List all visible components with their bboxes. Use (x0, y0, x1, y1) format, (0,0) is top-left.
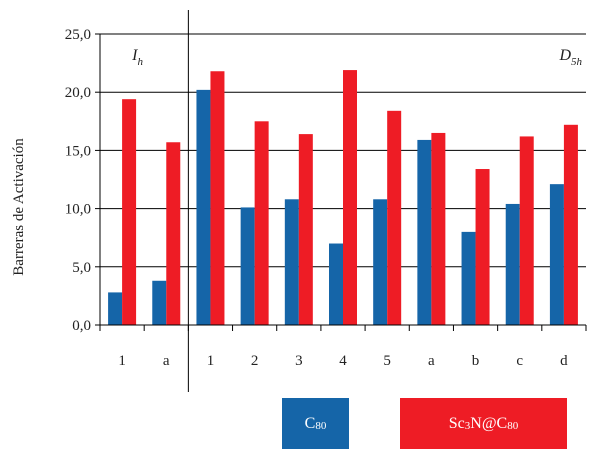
group-labels: Ih D5h (131, 47, 582, 68)
legend-label-part: Sc (448, 414, 465, 432)
legend-label-part: 3 (464, 419, 471, 432)
bar-c80-9 (505, 203, 520, 325)
bar-sc3n-c80-10 (563, 124, 578, 326)
group-label: Ih (131, 47, 143, 68)
y-tick-label: 20,0 (65, 85, 91, 101)
bar-c80-0 (108, 292, 123, 325)
y-tick-label: 0,0 (72, 318, 91, 334)
legend-entry-sc3n-c80: Sc 3 N@C 80 (400, 398, 567, 449)
y-tick-label: 25,0 (65, 27, 91, 43)
group-label-base: D (558, 47, 571, 64)
x-tick-label: 1 (207, 353, 215, 369)
bar-c80-3 (240, 207, 255, 325)
bar-c80-2 (196, 89, 211, 325)
group-label-sub: h (137, 56, 143, 68)
y-tick-label: 10,0 (65, 202, 91, 218)
tick-labels: 0,0 5,0 10,0 15,0 20,0 25,0 1 a 1 2 3 4 5 a b c d (65, 27, 568, 369)
bar-sc3n-c80-4 (298, 134, 313, 325)
bars (108, 70, 578, 326)
y-axis-label: Barreras de Activación (11, 138, 27, 276)
group-label-sub: 5h (571, 56, 583, 68)
legend-entry-c80: C 80 (282, 398, 349, 449)
bar-c80-10 (549, 184, 564, 325)
x-tick-label: 4 (339, 353, 347, 369)
group-label: D5h (558, 47, 582, 68)
bar-c80-1 (152, 280, 167, 325)
bar-c80-4 (284, 199, 299, 325)
x-tick-label: d (560, 353, 568, 369)
bar-sc3n-c80-0 (122, 99, 137, 326)
bar-c80-5 (329, 243, 343, 325)
x-tick-label: a (163, 353, 170, 369)
x-tick-label: c (516, 353, 523, 369)
x-tick-label: 5 (383, 353, 391, 369)
legend-label-base: C (304, 414, 316, 432)
bar-c80-8 (461, 231, 476, 325)
legend-label-sub: 80 (315, 419, 327, 432)
x-tick-label: b (472, 353, 480, 369)
legend-label-part: N@C (470, 414, 508, 432)
legend-label-part: 80 (507, 419, 519, 432)
y-tick-label: 15,0 (65, 143, 91, 159)
x-tick-label: 2 (251, 353, 259, 369)
x-tick-label: 3 (295, 353, 303, 369)
bar-sc3n-c80-2 (210, 71, 225, 325)
bar-c80-7 (417, 139, 432, 325)
bar-sc3n-c80-9 (519, 136, 534, 325)
bar-sc3n-c80-5 (343, 70, 357, 325)
bar-c80-6 (373, 199, 388, 325)
bar-sc3n-c80-3 (254, 121, 269, 325)
bar-sc3n-c80-1 (166, 142, 181, 325)
bar-sc3n-c80-8 (475, 169, 490, 325)
x-tick-label: 1 (118, 353, 126, 369)
x-tick-label: a (428, 353, 435, 369)
axes (95, 10, 587, 392)
bar-sc3n-c80-6 (387, 110, 402, 325)
y-tick-label: 5,0 (72, 260, 91, 276)
group-label-base: I (131, 47, 138, 64)
bar-sc3n-c80-7 (431, 132, 446, 325)
